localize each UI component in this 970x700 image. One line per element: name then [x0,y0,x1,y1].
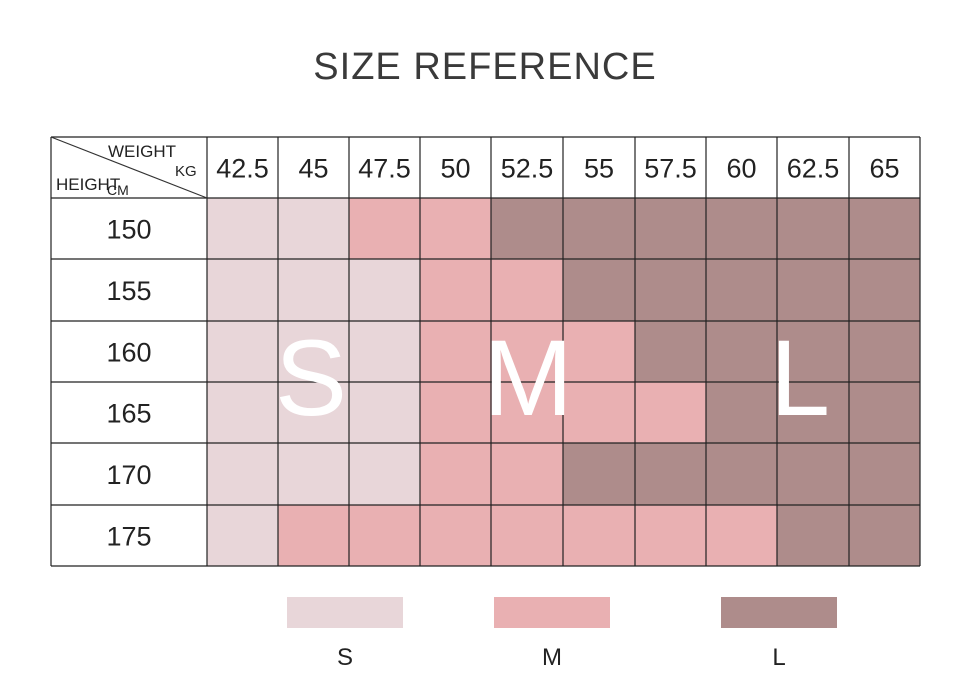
size-cell-155-57.5 [635,259,706,321]
size-cell-175-57.5 [635,505,706,566]
legend-swatch-l [721,597,837,628]
size-cell-155-52.5 [491,259,563,321]
size-cell-165-60 [706,382,777,443]
size-cell-175-52.5 [491,505,563,566]
weight-header: 47.5 [358,154,411,184]
size-cell-165-57.5 [635,382,706,443]
size-cell-170-45 [278,443,349,505]
size-cells [207,198,920,566]
size-cell-160-60 [706,321,777,382]
size-cell-160-62.5 [777,321,849,382]
size-cell-170-52.5 [491,443,563,505]
height-header: 160 [106,338,151,368]
weight-header: 42.5 [216,154,269,184]
height-header: 155 [106,276,151,306]
size-cell-170-60 [706,443,777,505]
size-cell-155-47.5 [349,259,420,321]
weight-header: 50 [440,154,470,184]
legend-swatch-m [494,597,610,628]
size-cell-165-42.5 [207,382,278,443]
size-cell-155-50 [420,259,491,321]
size-cell-170-55 [563,443,635,505]
size-cell-150-52.5 [491,198,563,259]
axis-headers: 42.5 45 47.5 50 52.5 55 57.5 60 62.5 65 150 155 160 1… [106,154,899,552]
size-cell-160-42.5 [207,321,278,382]
size-cell-170-57.5 [635,443,706,505]
size-cell-160-55 [563,321,635,382]
region-label-m: M [483,317,573,438]
size-cell-160-47.5 [349,321,420,382]
size-cell-150-47.5 [349,198,420,259]
size-cell-175-60 [706,505,777,566]
size-cell-175-45 [278,505,349,566]
size-cell-150-57.5 [635,198,706,259]
size-cell-160-52.5 [491,321,563,382]
size-cell-155-45 [278,259,349,321]
size-cell-155-42.5 [207,259,278,321]
weight-header: 52.5 [501,154,554,184]
page-title: SIZE REFERENCE [313,46,657,88]
size-cell-150-62.5 [777,198,849,259]
size-cell-175-50 [420,505,491,566]
region-label-l: L [770,317,830,438]
size-cell-175-62.5 [777,505,849,566]
size-cell-175-65 [849,505,920,566]
corner-cm-label: CM [107,182,129,198]
height-header: 175 [106,522,151,552]
size-cell-175-55 [563,505,635,566]
size-cell-165-50 [420,382,491,443]
height-header: 150 [106,215,151,245]
corner-header: WEIGHT KG HEIGHT CM [50,136,208,199]
size-cell-150-50 [420,198,491,259]
corner-weight-label: WEIGHT [108,142,176,161]
size-cell-170-62.5 [777,443,849,505]
size-cell-170-65 [849,443,920,505]
height-header: 165 [106,399,151,429]
size-cell-150-65 [849,198,920,259]
weight-header: 60 [726,154,756,184]
size-cell-150-45 [278,198,349,259]
size-cell-165-52.5 [491,382,563,443]
size-cell-160-57.5 [635,321,706,382]
size-cell-165-65 [849,382,920,443]
weight-header: 45 [298,154,328,184]
size-cell-155-55 [563,259,635,321]
size-cell-165-55 [563,382,635,443]
size-cell-155-62.5 [777,259,849,321]
legend-label-m: M [542,644,562,671]
size-cell-165-45 [278,382,349,443]
size-cell-155-65 [849,259,920,321]
size-cell-170-47.5 [349,443,420,505]
weight-header: 62.5 [787,154,840,184]
legend-label-l: L [772,644,785,671]
grid-lines [50,136,921,567]
size-cell-170-42.5 [207,443,278,505]
size-cell-150-60 [706,198,777,259]
size-cell-160-50 [420,321,491,382]
size-cell-165-62.5 [777,382,849,443]
size-cell-150-42.5 [207,198,278,259]
size-cell-155-60 [706,259,777,321]
size-cell-160-65 [849,321,920,382]
legend-label-s: S [337,644,353,671]
size-cell-160-45 [278,321,349,382]
corner-diagonal [50,136,208,199]
region-label-s: S [275,317,347,438]
size-cell-150-55 [563,198,635,259]
size-cell-175-47.5 [349,505,420,566]
weight-header: 57.5 [644,154,697,184]
weight-header: 65 [869,154,899,184]
height-header: 170 [106,460,151,490]
size-cell-170-50 [420,443,491,505]
corner-kg-label: KG [175,163,197,180]
weight-header: 55 [584,154,614,184]
corner-height-label: HEIGHT [56,175,120,194]
legend-swatch-s [287,597,403,628]
size-cell-175-42.5 [207,505,278,566]
size-cell-165-47.5 [349,382,420,443]
